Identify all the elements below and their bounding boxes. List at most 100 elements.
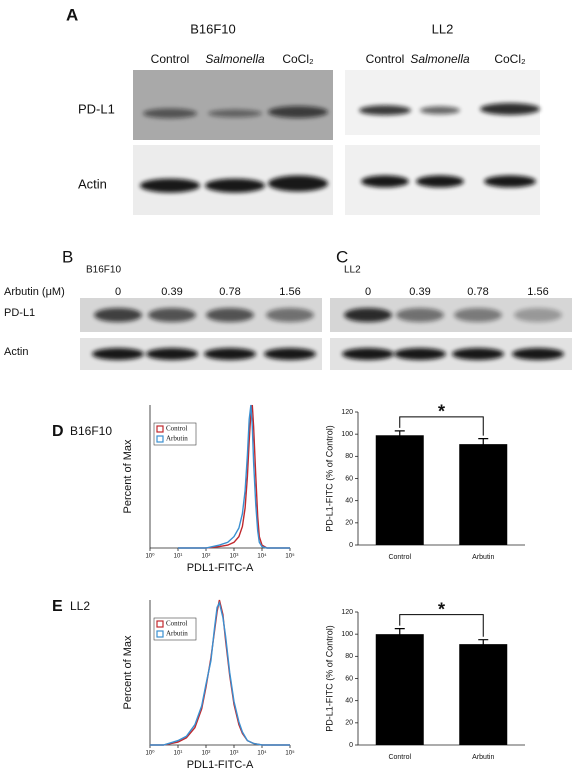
error-bar (394, 628, 405, 640)
dose: 0.39 (161, 286, 182, 298)
panel-label: A (66, 5, 78, 24)
blot-image (345, 70, 540, 135)
error-bar (478, 438, 489, 450)
dose-label: Arbutin (μM) (4, 286, 65, 298)
legend-label: Arbutin (166, 630, 188, 638)
lane-label: Control (151, 52, 190, 66)
blot-band (420, 106, 460, 115)
blot-band (266, 308, 314, 322)
bar (459, 444, 508, 545)
y-axis-label: Percent of Max (122, 439, 134, 513)
blot-image (133, 70, 333, 140)
cell-line: B16F10 (190, 21, 236, 36)
blot-band (344, 308, 392, 322)
blot-band (268, 175, 328, 192)
x-tick-label: Arbutin (472, 554, 494, 561)
blot-band (452, 348, 504, 360)
series-line (178, 404, 290, 549)
legend-label: Arbutin (166, 435, 188, 443)
y-tick-label: 80 (345, 653, 353, 660)
blot-band (342, 348, 394, 360)
y-tick-label: 120 (341, 609, 353, 616)
x-tick-label: Arbutin (472, 754, 494, 761)
significance-mark: * (438, 599, 445, 619)
x-tick-label: 10³ (230, 554, 239, 560)
lane-label: Control (366, 52, 405, 66)
legend-swatch (156, 435, 164, 443)
y-tick-label: 100 (341, 431, 353, 438)
x-tick-label: 10⁵ (285, 750, 295, 757)
y-axis-label: Percent of Max (122, 635, 134, 709)
y-tick-label: 40 (345, 498, 353, 505)
x-tick-label: 10¹ (174, 751, 183, 757)
significance-bracket (399, 416, 484, 436)
series-line (150, 600, 290, 746)
row-label: Actin (78, 176, 107, 191)
y-tick-label: 20 (345, 520, 353, 527)
panel-title: B16F10 (86, 265, 121, 276)
dose: 0.39 (409, 286, 430, 298)
x-tick-label: 10² (202, 554, 211, 560)
legend-label: Control (166, 425, 187, 433)
panel-label: D (52, 423, 64, 440)
blot-band (92, 348, 144, 360)
blot-band (361, 175, 409, 188)
lane-label: Salmonella (205, 52, 265, 66)
x-tick-label: 10⁰ (145, 553, 155, 560)
legend-label: Control (166, 620, 187, 628)
blot-band (204, 348, 256, 360)
x-axis-label: PDL1-FITC-A (187, 759, 254, 771)
blot-band (484, 175, 536, 188)
blot-band (359, 105, 411, 116)
y-tick-label: 60 (345, 675, 353, 682)
blot-band (512, 348, 564, 360)
y-axis-label: PD-L1-FITC (% of Control) (324, 425, 334, 532)
dose: 1.56 (279, 286, 300, 298)
x-tick-label: 10⁰ (145, 750, 155, 757)
bar (375, 435, 424, 545)
bar (375, 634, 424, 745)
blot-band (268, 106, 328, 118)
cell-line: LL2 (432, 21, 454, 36)
x-tick-label: 10³ (230, 751, 239, 757)
blot-band (94, 308, 142, 322)
x-tick-label: 10⁵ (285, 553, 295, 560)
panel-title: LL2 (70, 599, 90, 613)
x-tick-label: Control (388, 754, 411, 761)
blot-band (206, 308, 254, 322)
dose: 0 (365, 286, 371, 298)
blot-band (480, 103, 540, 115)
legend-box (153, 617, 197, 641)
y-tick-label: 120 (341, 409, 353, 416)
x-tick-label: 10⁴ (257, 750, 267, 757)
y-tick-label: 0 (349, 542, 353, 549)
bar (459, 644, 508, 745)
blot-band (208, 109, 262, 118)
error-bar (478, 639, 489, 649)
x-tick-label: 10¹ (174, 554, 183, 560)
panel-title: B16F10 (70, 424, 112, 438)
dose: 1.56 (527, 286, 548, 298)
dose: 0.78 (467, 286, 488, 298)
blot-band (148, 308, 196, 322)
panel-label: E (52, 598, 63, 615)
significance-bracket (399, 614, 484, 637)
blot-band (146, 348, 198, 360)
lane-label: CoCl₂ (494, 52, 526, 66)
blot-band (396, 308, 444, 322)
series-line (178, 404, 290, 549)
x-tick-label: 10⁴ (257, 553, 267, 560)
y-axis-label: PD-L1-FITC (% of Control) (324, 625, 334, 732)
lane-label: Salmonella (410, 52, 470, 66)
x-axis-label: PDL1-FITC-A (187, 562, 254, 574)
lane-label: CoCl₂ (282, 52, 314, 66)
blot-band (454, 308, 502, 322)
blot-band (264, 348, 316, 360)
y-tick-label: 40 (345, 698, 353, 705)
blot-band (205, 178, 265, 193)
y-tick-label: 100 (341, 631, 353, 638)
x-tick-label: Control (388, 554, 411, 561)
legend-box (153, 422, 197, 446)
row-label: PD-L1 (78, 101, 115, 116)
